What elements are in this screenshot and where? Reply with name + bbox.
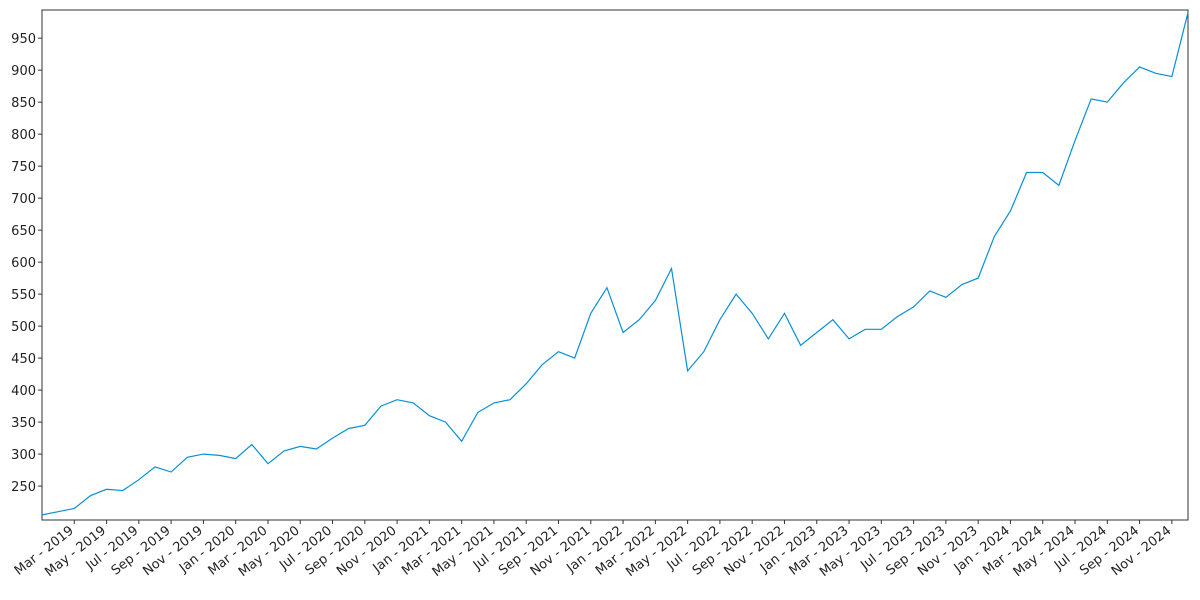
y-tick-label: 300 — [11, 448, 36, 463]
y-tick-label: 800 — [11, 128, 36, 143]
y-tick-label: 700 — [11, 192, 36, 207]
y-tick-label: 550 — [11, 288, 36, 303]
y-tick-label: 500 — [11, 320, 36, 335]
y-tick-label: 450 — [11, 352, 36, 367]
y-tick-label: 250 — [11, 480, 36, 495]
price-line — [41, 12, 1189, 516]
y-tick-label: 750 — [11, 160, 36, 175]
y-tick-label: 350 — [11, 416, 36, 431]
y-tick-label: 600 — [11, 256, 36, 271]
y-tick-label: 400 — [11, 384, 36, 399]
y-tick-label: 850 — [11, 96, 36, 111]
plot-frame — [41, 9, 1189, 521]
y-tick-label: 650 — [11, 224, 36, 239]
y-tick-label: 900 — [11, 64, 36, 79]
y-tick-label: 950 — [11, 32, 36, 47]
